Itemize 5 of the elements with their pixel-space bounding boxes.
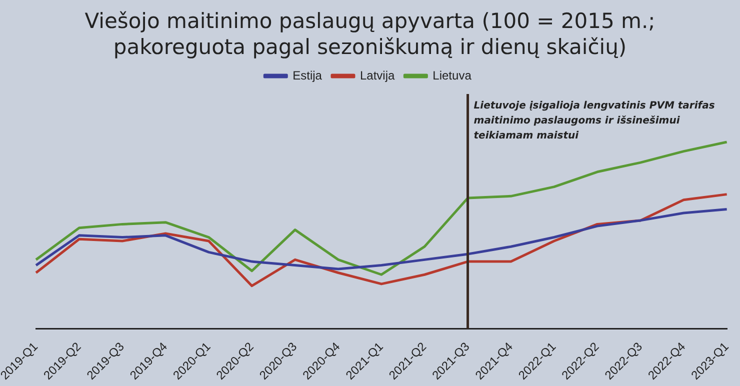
- chart-title: Viešojo maitinimo paslaugų apyvarta (100 = 2015 m.; pakoreguota pagal sezoniškumą ir dienų skaičių): [84, 8, 656, 60]
- legend-label: Estija: [292, 68, 322, 82]
- legend-label: Latvija: [360, 68, 395, 82]
- ref-line-label: Lietuvoje įsigalioja lengvatinis PVM tarifas maitinimo paslaugoms ir išsinešimui teikiamam maistui: [474, 100, 715, 142]
- legend-label: Lietuva: [432, 68, 472, 82]
